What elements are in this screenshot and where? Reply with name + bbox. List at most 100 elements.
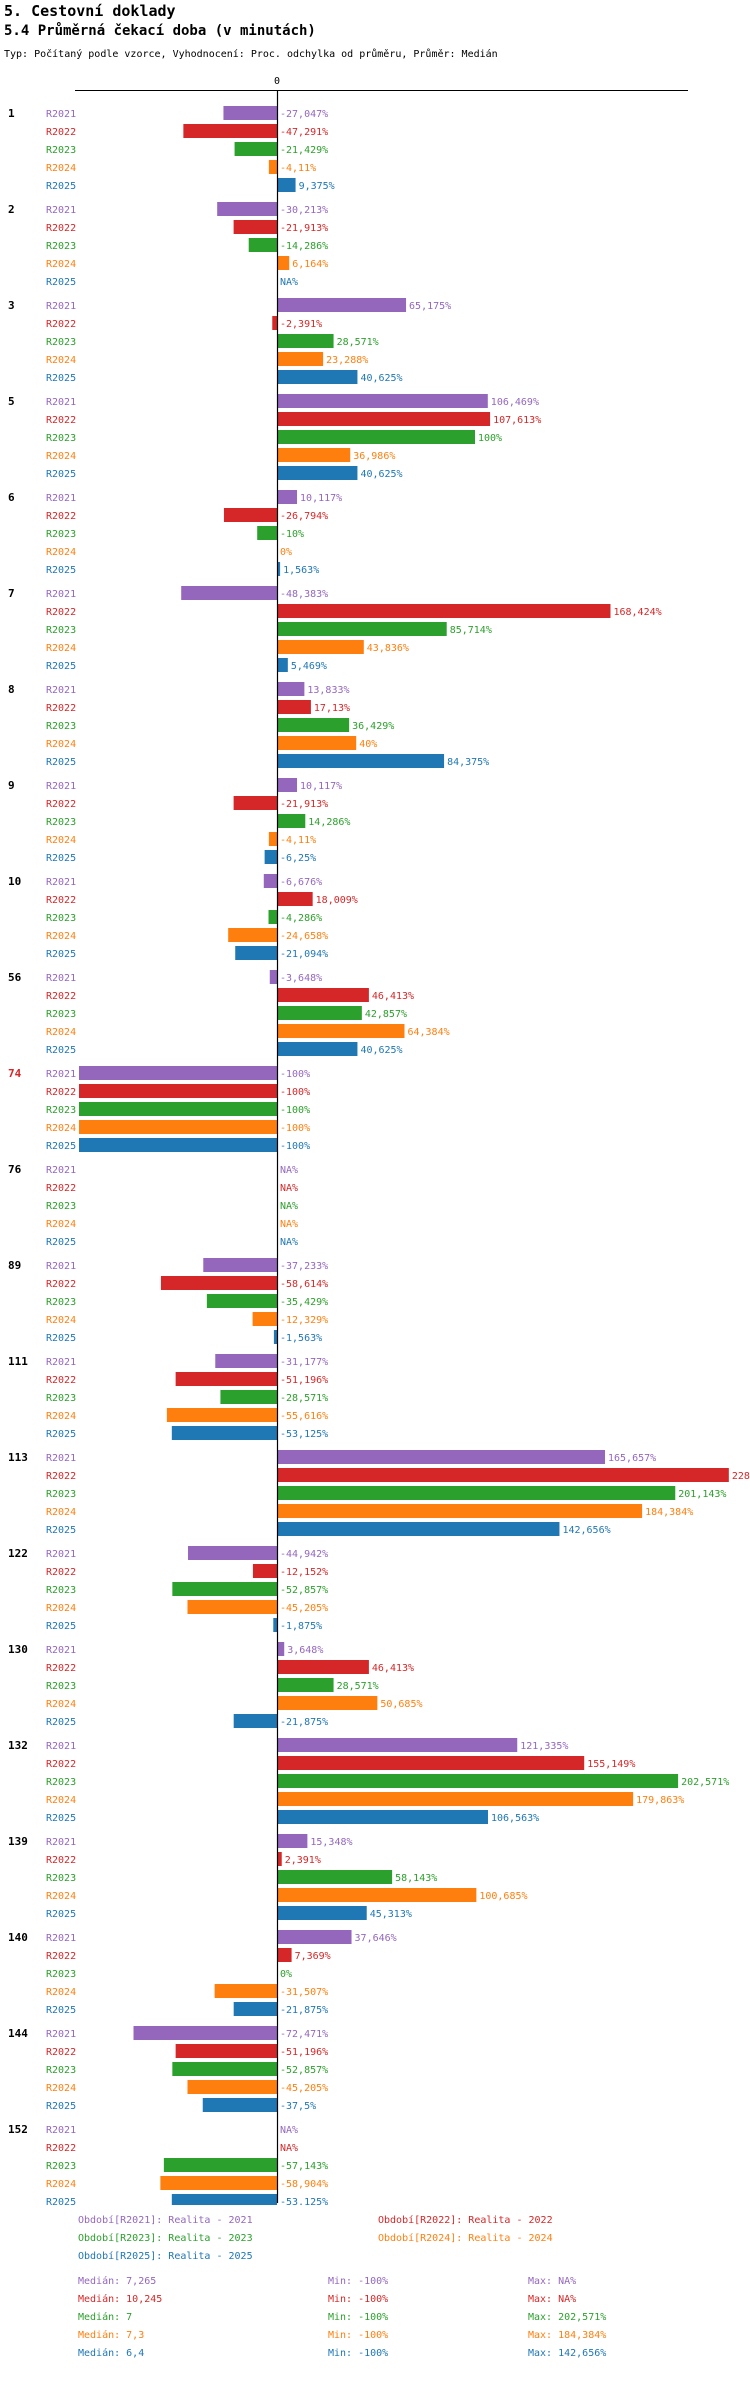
value-label: -10% — [280, 529, 304, 540]
bar-144-R2021 — [133, 2026, 277, 2040]
series-label: R2021 — [46, 973, 76, 984]
value-label: -35,429% — [280, 1297, 328, 1308]
value-label: -31,177% — [280, 1357, 328, 1368]
bar-10-R2022 — [277, 892, 313, 906]
bar-152-R2024 — [160, 2176, 277, 2190]
bar-74-R2022 — [79, 1084, 277, 1098]
bar-139-R2021 — [277, 1834, 308, 1848]
value-label: -45,205% — [280, 1603, 328, 1614]
bar-10-R2021 — [263, 874, 277, 888]
legend-max: Max: 142,656% — [528, 2348, 607, 2359]
series-label: R2022 — [46, 1471, 76, 1482]
group-label: 74 — [8, 1067, 22, 1080]
value-label: NA% — [280, 277, 298, 288]
group-label: 113 — [8, 1451, 28, 1464]
bar-111-R2025 — [171, 1426, 277, 1440]
legend-entry: Období[R2023]: Realita - 2023 — [78, 2233, 253, 2244]
series-label: R2021 — [46, 397, 76, 408]
bar-152-R2025 — [171, 2194, 277, 2205]
series-label: R2025 — [46, 1429, 76, 1440]
bar-5-R2025 — [277, 466, 358, 480]
value-label: -4,286% — [280, 913, 322, 924]
series-label: R2023 — [46, 913, 76, 924]
bar-7-R2025 — [277, 658, 288, 672]
bar-140-R2022 — [277, 1948, 292, 1962]
series-label: R2023 — [46, 721, 76, 732]
value-label: 6,164% — [292, 259, 328, 270]
series-label: R2024 — [46, 163, 76, 174]
bar-8-R2022 — [277, 700, 311, 714]
value-label: 36,429% — [352, 721, 394, 732]
legend-entry: Období[R2025]: Realita - 2025 — [78, 2251, 253, 2262]
series-label: R2024 — [46, 739, 76, 750]
bar-56-R2023 — [277, 1006, 362, 1020]
series-label: R2022 — [46, 1183, 76, 1194]
bar-7-R2024 — [277, 640, 364, 654]
series-label: R2022 — [46, 1087, 76, 1098]
series-label: R2025 — [46, 1813, 76, 1824]
group-label: 56 — [8, 971, 22, 984]
chart-title: 5.4 Průměrná čekací doba (v minutách) — [4, 23, 316, 39]
group-label: 89 — [8, 1259, 21, 1272]
value-label: 28,571% — [337, 337, 379, 348]
bar-5-R2022 — [277, 412, 491, 426]
value-label: 184,384% — [645, 1507, 693, 1518]
series-label: R2021 — [46, 205, 76, 216]
bar-130-R2023 — [277, 1678, 334, 1692]
bar-74-R2024 — [79, 1120, 277, 1134]
group-label: 3 — [8, 299, 15, 312]
value-label: -100% — [280, 1087, 310, 1098]
value-label: -4,11% — [280, 835, 316, 846]
series-label: R2025 — [46, 1621, 76, 1632]
series-label: R2023 — [46, 433, 76, 444]
value-label: -58,614% — [280, 1279, 328, 1290]
series-label: R2024 — [46, 835, 76, 846]
series-label: R2025 — [46, 277, 76, 288]
group-122: 122 R2021 -44,942% R2022 -12,152% R2023 -52,85… — [8, 1546, 328, 1632]
series-label: R2021 — [46, 493, 76, 504]
group-label: 122 — [8, 1547, 28, 1560]
series-label: R2022 — [46, 2047, 76, 2058]
value-label: NA% — [280, 1183, 298, 1194]
series-label: R2024 — [46, 1027, 76, 1038]
value-label: 65,175% — [409, 301, 451, 312]
series-label: R2022 — [46, 2143, 76, 2154]
series-label: R2021 — [46, 589, 76, 600]
bar-2-R2021 — [217, 202, 277, 216]
bar-7-R2022 — [277, 604, 611, 618]
value-label: -47,291% — [280, 127, 328, 138]
value-label: 3,648% — [287, 1645, 323, 1656]
bar-7-R2021 — [181, 586, 277, 600]
value-label: -37,5% — [280, 2101, 316, 2112]
series-label: R2024 — [46, 355, 76, 366]
bar-89-R2022 — [160, 1276, 277, 1290]
series-label: R2022 — [46, 127, 76, 138]
bar-8-R2021 — [277, 682, 305, 696]
legend-median: Medián: 6,4 — [78, 2348, 145, 2359]
bar-113-R2021 — [277, 1450, 606, 1464]
value-label: NA% — [280, 2143, 298, 2154]
value-label: 121,335% — [520, 1741, 568, 1752]
bar-113-R2023 — [277, 1486, 676, 1500]
value-label: 46,413% — [372, 991, 414, 1002]
value-label: 7,369% — [295, 1951, 331, 1962]
value-label: 40,625% — [360, 373, 402, 384]
value-label: 43,836% — [367, 643, 409, 654]
value-label: 36,986% — [353, 451, 395, 462]
legend-median: Medián: 7,3 — [78, 2330, 145, 2341]
bar-8-R2025 — [277, 754, 445, 768]
series-label: R2023 — [46, 2161, 76, 2172]
series-label: R2024 — [46, 1123, 76, 1134]
legend-entry: Období[R2022]: Realita - 2022 — [378, 2215, 553, 2226]
value-label: 1,563% — [283, 565, 319, 576]
value-label: 17,13% — [314, 703, 350, 714]
bar-6-R2021 — [277, 490, 298, 504]
group-144: 144 R2021 -72,471% R2022 -51,196% R2023 -52,85… — [8, 2026, 328, 2112]
value-label: -6,676% — [280, 877, 322, 888]
bar-89-R2021 — [203, 1258, 277, 1272]
bar-2-R2022 — [233, 220, 277, 234]
series-label: R2023 — [46, 1585, 76, 1596]
series-label: R2024 — [46, 1219, 76, 1230]
value-label: -6,25% — [280, 853, 316, 864]
series-label: R2021 — [46, 301, 76, 312]
